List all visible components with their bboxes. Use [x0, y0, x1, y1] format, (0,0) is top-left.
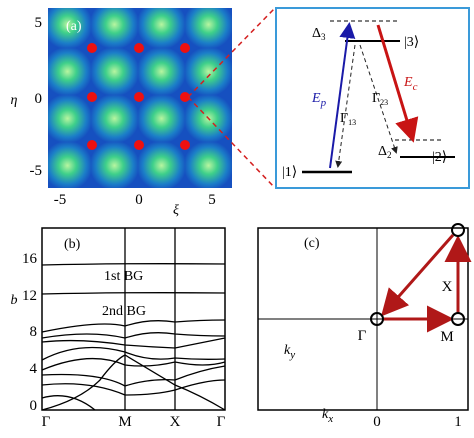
- panel-c: (c) Γ M X ky kx 0 1: [257, 223, 472, 430]
- gap-label: 2nd BG: [102, 304, 146, 319]
- state1: |1⟩: [282, 165, 297, 180]
- y-tick: -5: [30, 163, 43, 179]
- y-tick: 12: [22, 288, 37, 304]
- gamma23: Γ23: [372, 91, 388, 107]
- x-tick: Γ: [217, 414, 226, 430]
- x-tick: 1: [454, 414, 462, 430]
- y-tick: 5: [35, 15, 43, 31]
- y-tick: 0: [30, 398, 38, 414]
- x-tick: -5: [54, 192, 67, 208]
- ky-label: ky: [284, 343, 295, 361]
- y-tick: 4: [30, 361, 38, 377]
- panel-b-text: (b) 1st BG 2nd BG 0 4 8 12 16 b Γ M X Γ: [11, 237, 226, 430]
- state2: |2⟩: [432, 150, 447, 165]
- delta2: Δ2: [378, 144, 392, 160]
- x-label: X: [442, 279, 453, 295]
- panel-label: (a): [66, 19, 82, 34]
- gamma-label: Γ: [358, 328, 367, 344]
- panel-a: (a) -5 0 5 5 0 -5 ξ η: [11, 7, 276, 218]
- panel-b: [41, 227, 226, 411]
- panel-label: (c): [304, 236, 320, 251]
- x-tick: M: [118, 414, 131, 430]
- m-label: M: [440, 329, 453, 345]
- gap-label: 1st BG: [104, 269, 143, 284]
- x-tick: X: [170, 414, 181, 430]
- state3: |3⟩: [404, 35, 419, 50]
- x-tick: 5: [208, 192, 216, 208]
- y-tick: 8: [30, 324, 38, 340]
- x-tick: Γ: [42, 414, 51, 430]
- gamma13: Γ13: [340, 111, 356, 127]
- y-label: b: [11, 293, 18, 308]
- delta3: Δ3: [312, 26, 326, 42]
- coupling-label: Ec: [403, 75, 418, 93]
- dots: [87, 43, 190, 150]
- panel-label: (b): [64, 237, 81, 252]
- y-label: η: [11, 93, 18, 108]
- x-label: ξ: [173, 203, 179, 218]
- x-tick: 0: [135, 192, 143, 208]
- probe-label: Ep: [311, 91, 327, 109]
- kx-label: kx: [322, 407, 333, 425]
- y-tick: 16: [22, 251, 38, 267]
- x-tick: 0: [373, 414, 381, 430]
- y-tick: 0: [35, 91, 43, 107]
- level-diagram: Δ3 |3⟩ Δ2 |2⟩ |1⟩ Ep Ec Γ13 Γ23: [275, 7, 470, 189]
